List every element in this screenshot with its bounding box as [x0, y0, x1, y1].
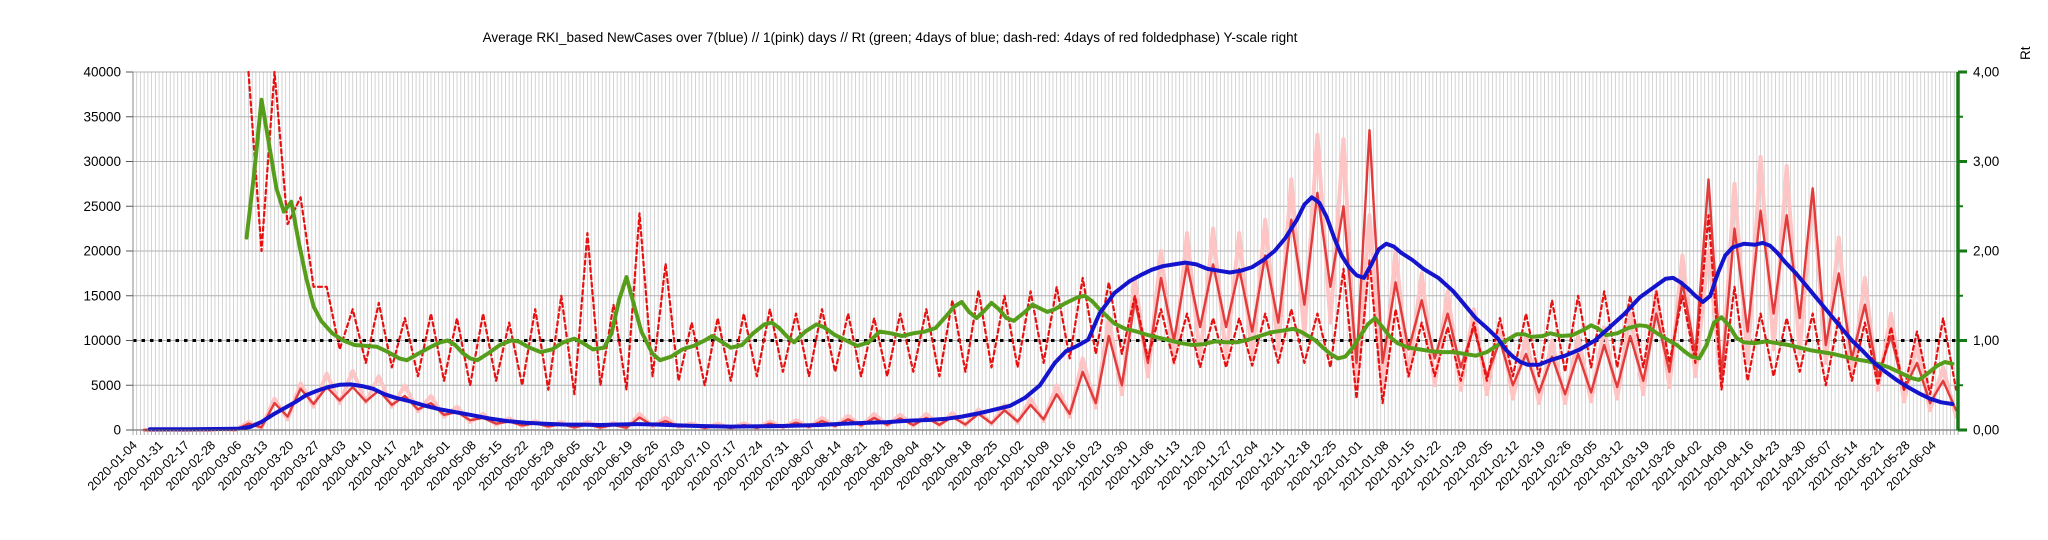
left-axis-tick-labels: 0 5000 10000 15000 20000 25000 30000 35000 40000	[83, 65, 121, 438]
left-axis-tick-label: 20000	[83, 244, 121, 259]
series-newcases-foldedphase-red-solid	[143, 129, 1958, 432]
chart-title: Average RKI_based NewCases over 7(blue) …	[482, 30, 1298, 45]
right-axis-tick-labels: 0,00 1,00 2,00 3,00 4,00	[1973, 65, 1999, 438]
right-axis-tick-label: 3,00	[1973, 154, 1999, 169]
right-axis-tick-label: 0,00	[1973, 423, 1999, 438]
series-newcases-7-day-average-blue	[147, 195, 1955, 432]
series-rt-4days-of-blue-green	[244, 97, 1955, 382]
right-axis-title: Rt	[2018, 46, 2033, 61]
right-axis-tick-label: 2,00	[1973, 244, 1999, 259]
left-axis-tick-label: 25000	[83, 199, 121, 214]
axes	[126, 70, 1967, 435]
left-axis-tick-label: 15000	[83, 288, 121, 303]
x-axis-date-labels: 2020-01-042020-01-312020-02-172020-02-28…	[85, 438, 1939, 493]
data-series	[142, 70, 1959, 432]
right-axis-tick-label: 4,00	[1973, 65, 1999, 80]
series-rt-4days-of-red-foldedphase-dash-red	[247, 70, 1958, 405]
left-axis-tick-label: 35000	[83, 109, 121, 124]
right-axis-tick-label: 1,00	[1973, 333, 1999, 348]
left-axis-tick-label: 0	[113, 423, 121, 438]
left-axis-tick-label: 10000	[83, 333, 121, 348]
left-axis-tick-label: 5000	[91, 378, 121, 393]
left-axis-tick-label: 30000	[83, 154, 121, 169]
left-axis-tick-label: 40000	[83, 65, 121, 80]
